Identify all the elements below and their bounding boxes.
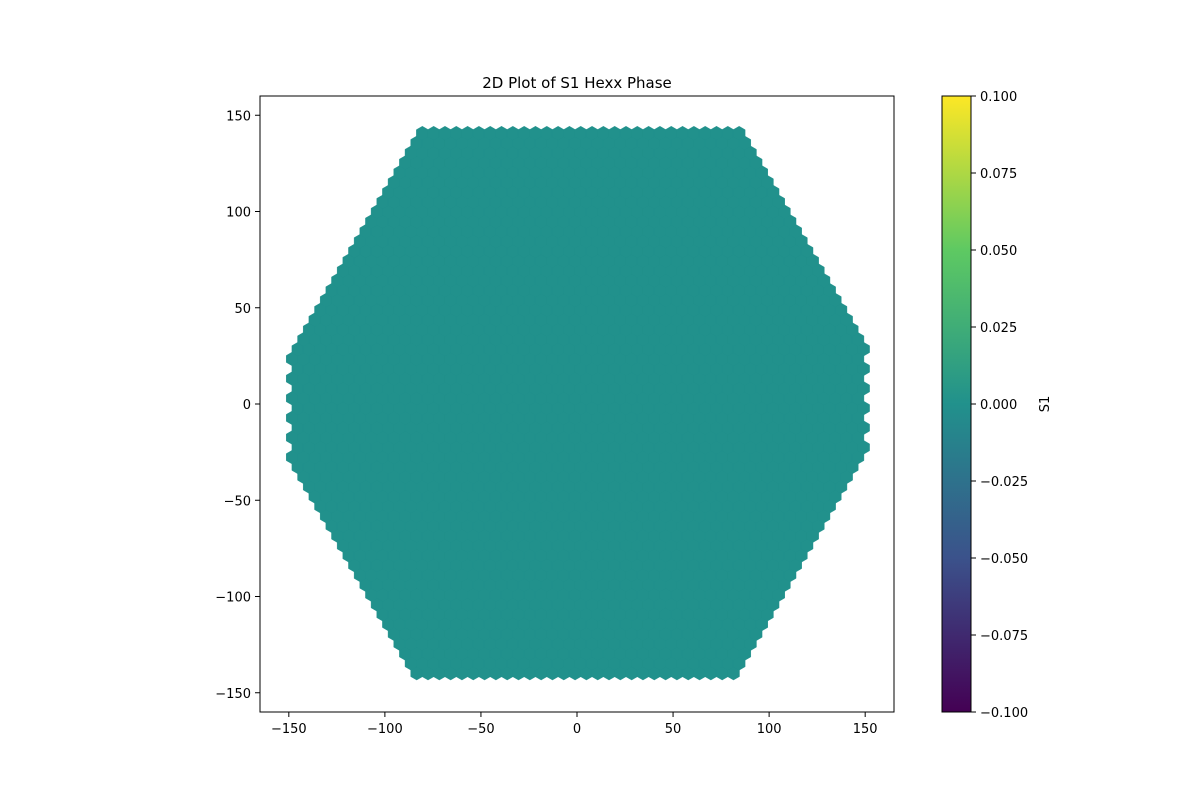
x-tick-label: 150 xyxy=(853,722,878,737)
colorbar-tick-label: −0.075 xyxy=(980,629,1028,644)
y-tick-label: −50 xyxy=(224,494,251,509)
plot-area xyxy=(286,125,870,681)
chart-title: 2D Plot of S1 Hexx Phase xyxy=(482,74,672,92)
x-tick-label: −50 xyxy=(467,722,494,737)
y-tick-label: 50 xyxy=(234,302,251,317)
colorbar-tick-label: 0.050 xyxy=(980,244,1017,259)
colorbar: −0.100 −0.075 −0.050 −0.025 0.000 0.025 0.050 0… xyxy=(941,90,1028,721)
colorbar-tick-label: 0.100 xyxy=(980,90,1017,105)
colorbar-tick-label: 0.025 xyxy=(980,321,1017,336)
y-tick-label: 150 xyxy=(226,109,251,124)
colorbar-tick-label: 0.075 xyxy=(980,167,1017,182)
x-tick-label: −150 xyxy=(271,722,307,737)
x-axis: −150 −100 −50 0 50 100 150 xyxy=(271,712,878,737)
colorbar-gradient xyxy=(941,95,972,713)
y-axis: −150 −100 −50 0 50 100 150 xyxy=(215,109,260,702)
colorbar-tick-label: 0.000 xyxy=(980,398,1017,413)
x-tick-label: 50 xyxy=(665,722,682,737)
hex-cell xyxy=(732,125,746,141)
x-tick-label: 0 xyxy=(573,722,581,737)
y-tick-label: 100 xyxy=(226,206,251,221)
colorbar-label: S1 xyxy=(1038,396,1053,413)
y-tick-label: −150 xyxy=(215,687,251,702)
y-tick-label: 0 xyxy=(243,398,251,413)
x-tick-label: −100 xyxy=(367,722,403,737)
x-tick-label: 100 xyxy=(757,722,782,737)
y-tick-label: −100 xyxy=(215,591,251,606)
colorbar-tick-label: −0.025 xyxy=(980,475,1028,490)
colorbar-tick-label: −0.050 xyxy=(980,552,1028,567)
colorbar-tick-label: −0.100 xyxy=(980,706,1028,721)
